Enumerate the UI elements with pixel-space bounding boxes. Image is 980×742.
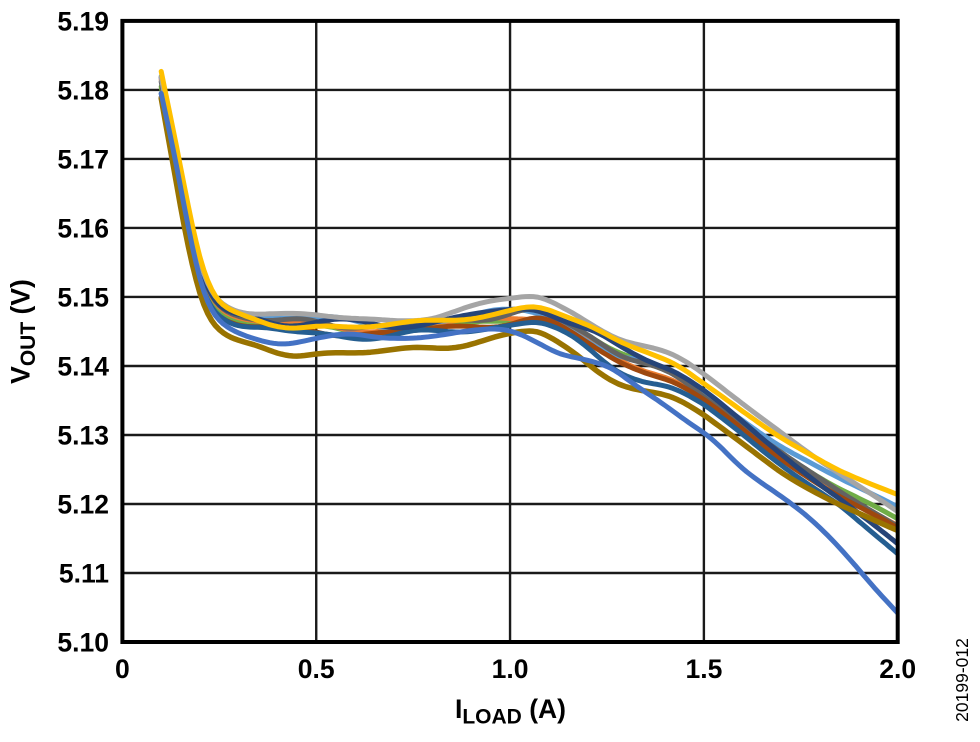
svg-text:5.15: 5.15 [57,282,109,312]
svg-text:0: 0 [115,654,130,684]
svg-text:5.12: 5.12 [57,490,109,520]
svg-text:5.16: 5.16 [57,213,109,243]
svg-text:2.0: 2.0 [879,654,916,684]
svg-text:5.19: 5.19 [57,6,109,36]
svg-text:5.18: 5.18 [57,75,109,105]
svg-text:5.17: 5.17 [57,144,109,174]
svg-text:5.14: 5.14 [57,352,109,382]
svg-text:VOUT (V): VOUT (V) [6,279,41,384]
svg-text:5.13: 5.13 [57,421,109,451]
svg-text:1.5: 1.5 [685,654,722,684]
svg-text:0.5: 0.5 [298,654,335,684]
svg-text:5.10: 5.10 [57,628,109,658]
svg-text:1.0: 1.0 [492,654,529,684]
svg-text:20199-012: 20199-012 [952,638,972,722]
svg-text:5.11: 5.11 [59,559,109,589]
